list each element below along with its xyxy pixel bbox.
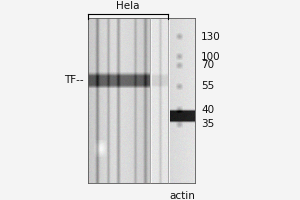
- Text: 70: 70: [201, 60, 214, 70]
- Text: 35: 35: [201, 119, 214, 129]
- Text: 130: 130: [201, 32, 221, 42]
- Text: Hela: Hela: [116, 1, 140, 11]
- Text: 55: 55: [201, 81, 214, 91]
- Text: 40: 40: [201, 105, 214, 115]
- Text: TF--: TF--: [64, 75, 84, 85]
- Text: 100: 100: [201, 52, 220, 62]
- Text: actin: actin: [169, 191, 195, 200]
